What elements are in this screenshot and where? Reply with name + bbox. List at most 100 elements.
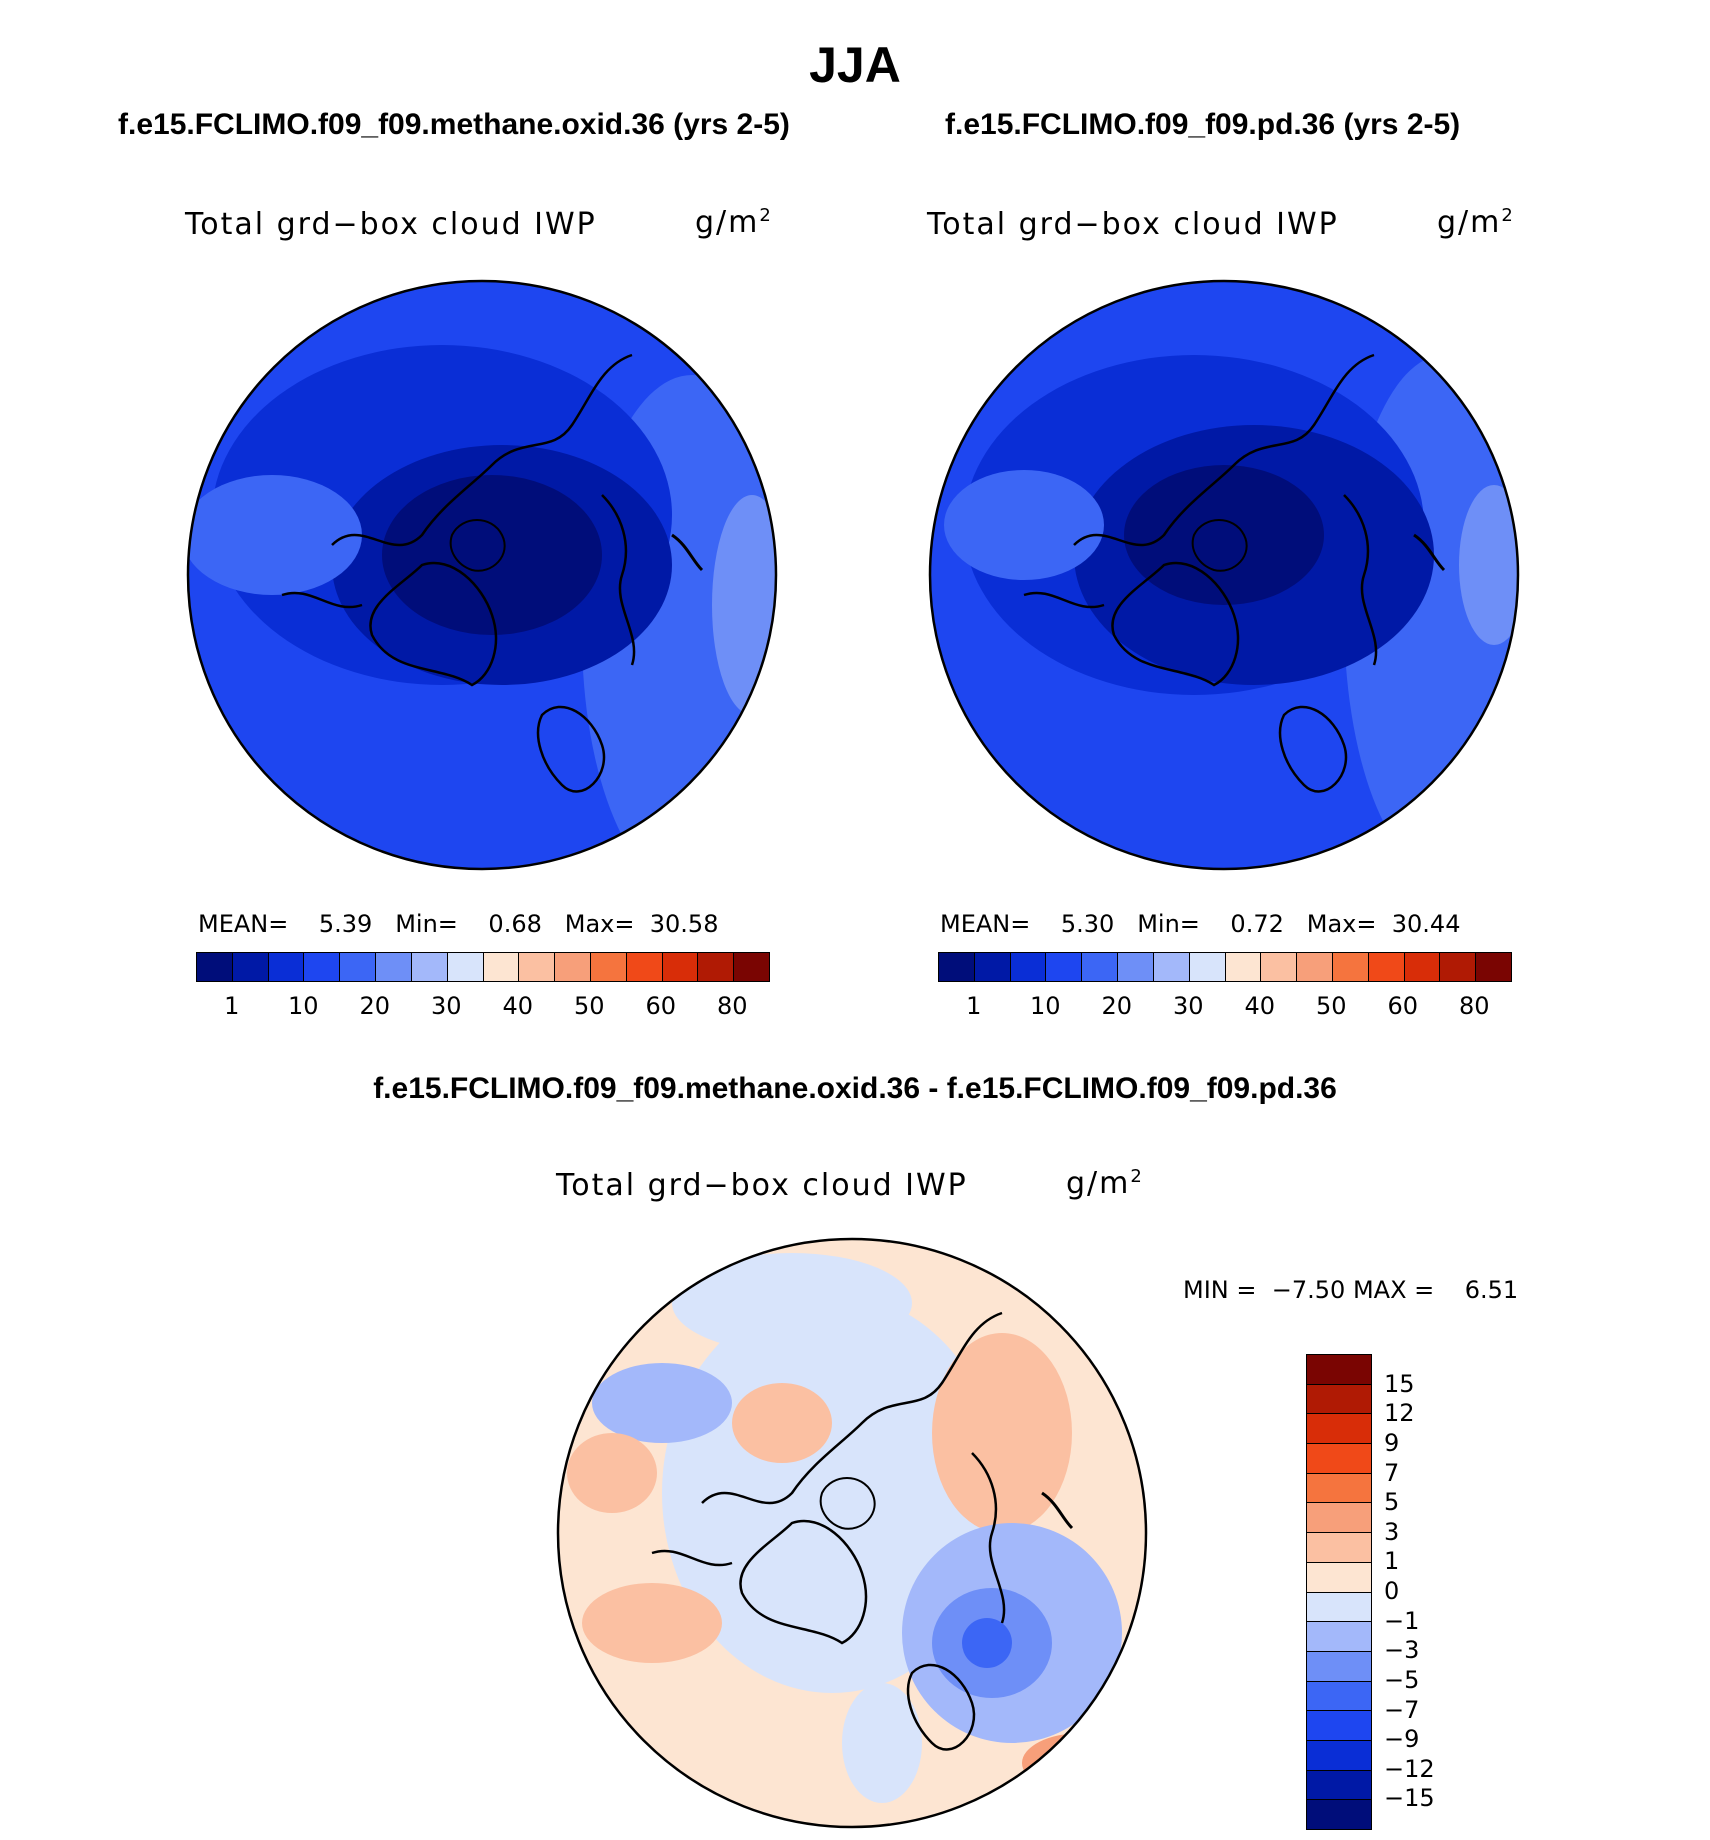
diff-colorbar-swatch	[1307, 1799, 1371, 1829]
diff-colorbar-tick-label: −9	[1384, 1725, 1420, 1754]
diff-colorbar-swatch	[1307, 1383, 1371, 1414]
diff-colorbar-tick-label: 12	[1384, 1399, 1415, 1428]
panel2-colorbar-swatch	[1367, 953, 1404, 981]
panel1-colorbar-tick-label: 40	[502, 992, 534, 1020]
panel1-colorbar-swatch	[661, 953, 698, 981]
diff-units: g/m2	[1066, 1166, 1144, 1201]
panel2-colorbar-labels: 1 10 20 30 40 50 60 80	[938, 992, 1510, 1022]
panel1-colorbar-swatch	[303, 953, 340, 981]
diff-map	[556, 1237, 1148, 1829]
panel1-colorbar-swatch	[231, 953, 268, 981]
panel2-colorbar-swatch	[1296, 953, 1332, 981]
panel1-colorbar-swatch	[482, 953, 519, 981]
panel1-colorbar-swatch	[375, 953, 411, 981]
panel2-colorbar-swatch	[1331, 953, 1368, 981]
panel2-colorbar-tick-label: 30	[1172, 992, 1204, 1020]
panel1-colorbar-swatch	[697, 953, 734, 981]
panel1-colorbar-swatch	[733, 953, 769, 981]
panel1-stats: MEAN= 5.39 Min= 0.68 Max= 30.58	[198, 910, 719, 938]
panel1-colorbar-tick-label: 60	[645, 992, 677, 1020]
diff-colorbar-swatch	[1307, 1472, 1371, 1503]
panel2-colorbar-tick-label: 20	[1101, 992, 1133, 1020]
panel2-colorbar-tick-label: 1	[966, 992, 982, 1020]
panel1-map	[186, 279, 778, 871]
panel2-colorbar-tick-label: 80	[1458, 992, 1490, 1020]
diff-colorbar-swatch	[1307, 1502, 1371, 1533]
panel2-units: g/m2	[1437, 205, 1515, 240]
panel2-colorbar-swatch	[939, 953, 974, 981]
panel2-colorbar-swatch	[1403, 953, 1440, 981]
panel1-colorbar-tick-label: 50	[573, 992, 605, 1020]
panel2-stats: MEAN= 5.30 Min= 0.72 Max= 30.44	[940, 910, 1461, 938]
panel2-colorbar-swatch	[1152, 953, 1189, 981]
panel2-colorbar-swatch	[1117, 953, 1153, 981]
panel1-colorbar-tick-label: 1	[224, 992, 240, 1020]
panel2-colorbar-swatch	[1475, 953, 1511, 981]
diff-colorbar-swatch	[1307, 1591, 1371, 1622]
diff-colorbar-tick-label: −5	[1384, 1665, 1420, 1694]
panel1-case-title: f.e15.FCLIMO.f09_f09.methane.oxid.36 (yr…	[118, 108, 790, 141]
panel1-colorbar-swatch	[197, 953, 232, 981]
panel2-colorbar-swatch	[973, 953, 1010, 981]
panel1-colorbar-tick-label: 80	[716, 992, 748, 1020]
diff-colorbar-tick-label: 3	[1384, 1517, 1400, 1546]
panel1-colorbar-swatch	[625, 953, 662, 981]
diff-colorbar-tick-label: −7	[1384, 1695, 1420, 1724]
diff-colorbar-swatch	[1307, 1355, 1371, 1384]
diff-colorbar-tick-label: 1	[1384, 1547, 1400, 1576]
diff-colorbar-swatch	[1307, 1680, 1371, 1711]
diff-colorbar-swatch	[1307, 1650, 1371, 1681]
diff-colorbar-swatch	[1307, 1443, 1371, 1473]
panel2-variable-label: Total grd−box cloud IWP	[927, 207, 1339, 242]
diff-colorbar-tick-label: −15	[1384, 1784, 1435, 1813]
figure-title: JJA	[809, 37, 901, 93]
diff-colorbar-tick-label: 7	[1384, 1458, 1400, 1487]
diff-colorbar	[1306, 1354, 1372, 1830]
diff-colorbar-swatch	[1307, 1769, 1371, 1800]
diff-colorbar-tick-label: 5	[1384, 1488, 1400, 1517]
diff-colorbar-tick-label: 0	[1384, 1577, 1400, 1605]
panel2-colorbar-swatch	[1439, 953, 1476, 981]
diff-colorbar-swatch	[1307, 1739, 1371, 1770]
panel2-colorbar-swatch	[1081, 953, 1118, 981]
panel2-colorbar-swatch	[1009, 953, 1046, 981]
panel1-colorbar-swatch	[554, 953, 590, 981]
panel2-colorbar-tick-label: 60	[1387, 992, 1419, 1020]
panel2-colorbar-swatch	[1045, 953, 1082, 981]
panel1-variable-label: Total grd−box cloud IWP	[185, 207, 597, 242]
panel1-colorbar-labels: 1 10 20 30 40 50 60 80	[196, 992, 768, 1022]
diff-colorbar-tick-label: 15	[1384, 1369, 1415, 1398]
panel1-colorbar-tick-label: 20	[359, 992, 391, 1020]
panel1-colorbar-swatch	[589, 953, 626, 981]
panel2-colorbar-tick-label: 50	[1315, 992, 1347, 1020]
diff-colorbar-swatch	[1307, 1710, 1371, 1740]
panel1-colorbar-tick-label: 30	[430, 992, 462, 1020]
panel2-colorbar-swatch	[1188, 953, 1225, 981]
panel2-map	[928, 279, 1520, 871]
panel2-colorbar-tick-label: 10	[1029, 992, 1061, 1020]
diff-colorbar-tick-label: −1	[1384, 1606, 1420, 1635]
panel1-colorbar-swatch	[339, 953, 376, 981]
diff-variable-label: Total grd−box cloud IWP	[556, 1168, 968, 1203]
diff-colorbar-tick-label: 9	[1384, 1428, 1400, 1457]
panel1-colorbar-swatch	[267, 953, 304, 981]
diff-colorbar-swatch	[1307, 1621, 1371, 1651]
diff-case-title: f.e15.FCLIMO.f09_f09.methane.oxid.36 - f…	[373, 1072, 1337, 1105]
panel1-colorbar-swatch	[410, 953, 447, 981]
panel1-colorbar	[196, 952, 770, 982]
panel2-colorbar-swatch	[1260, 953, 1297, 981]
panel1-units: g/m2	[695, 205, 773, 240]
panel2-colorbar-swatch	[1224, 953, 1261, 981]
panel1-colorbar-tick-label: 10	[287, 992, 319, 1020]
diff-colorbar-swatch	[1307, 1561, 1371, 1592]
diff-colorbar-swatch	[1307, 1532, 1371, 1562]
panel2-case-title: f.e15.FCLIMO.f09_f09.pd.36 (yrs 2-5)	[945, 108, 1461, 141]
diff-stats: MIN = −7.50 MAX = 6.51	[1183, 1276, 1519, 1304]
diff-colorbar-labels: 15 12 9 7 5 3 1 0 −1 −3 −5 −7 −9 −12 −15	[1384, 1354, 1484, 1828]
diff-colorbar-swatch	[1307, 1413, 1371, 1444]
diff-colorbar-tick-label: −12	[1384, 1754, 1435, 1783]
diff-colorbar-tick-label: −3	[1384, 1636, 1420, 1665]
panel1-colorbar-swatch	[446, 953, 483, 981]
panel2-colorbar	[938, 952, 1512, 982]
panel2-colorbar-tick-label: 40	[1244, 992, 1276, 1020]
